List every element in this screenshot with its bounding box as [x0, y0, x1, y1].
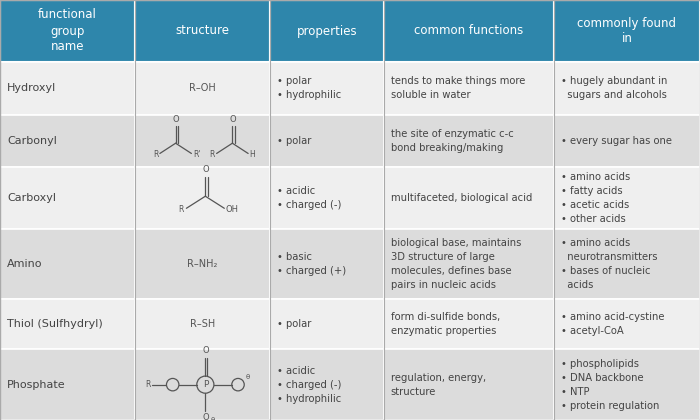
Text: Amino: Amino — [7, 259, 43, 269]
Text: Carbonyl: Carbonyl — [7, 136, 57, 146]
Bar — [0, 229, 135, 299]
Bar — [554, 115, 700, 167]
Bar — [384, 349, 554, 420]
Text: properties: properties — [297, 24, 357, 37]
Text: • amino acid-cystine
• acetyl-CoA: • amino acid-cystine • acetyl-CoA — [561, 312, 664, 336]
Bar — [554, 299, 700, 349]
Bar — [0, 299, 135, 349]
Text: multifaceted, biological acid: multifaceted, biological acid — [391, 193, 532, 203]
Text: • amino acids
• fatty acids
• acetic acids
• other acids: • amino acids • fatty acids • acetic aci… — [561, 172, 630, 224]
Bar — [135, 349, 270, 420]
Text: tends to make things more
soluble in water: tends to make things more soluble in wat… — [391, 76, 525, 100]
Text: R: R — [178, 205, 184, 214]
Text: θ: θ — [211, 417, 215, 420]
Text: Thiol (Sulfhydryl): Thiol (Sulfhydryl) — [7, 319, 103, 329]
Text: R: R — [146, 380, 151, 389]
Text: H: H — [250, 150, 255, 159]
Bar — [0, 62, 135, 115]
Text: form di-sulfide bonds,
enzymatic properties: form di-sulfide bonds, enzymatic propert… — [391, 312, 500, 336]
Bar — [135, 115, 270, 167]
Bar — [135, 229, 270, 299]
Bar — [554, 229, 700, 299]
Text: commonly found
in: commonly found in — [578, 16, 676, 45]
Text: common functions: common functions — [414, 24, 524, 37]
Bar — [0, 115, 135, 167]
Bar — [384, 167, 554, 229]
Bar — [384, 299, 554, 349]
Text: R: R — [209, 150, 215, 159]
Text: • basic
• charged (+): • basic • charged (+) — [277, 252, 346, 276]
Text: • polar
• hydrophilic: • polar • hydrophilic — [277, 76, 342, 100]
Bar — [270, 229, 384, 299]
Bar — [270, 0, 384, 62]
Text: R–OH: R–OH — [189, 83, 216, 93]
Text: biological base, maintains
3D structure of large
molecules, defines base
pairs i: biological base, maintains 3D structure … — [391, 238, 521, 290]
Text: • acidic
• charged (-)
• hydrophilic: • acidic • charged (-) • hydrophilic — [277, 366, 342, 404]
Text: • every sugar has one: • every sugar has one — [561, 136, 672, 146]
Text: R': R' — [193, 150, 200, 159]
Text: θ: θ — [246, 374, 250, 380]
Text: O: O — [229, 115, 236, 123]
Bar — [270, 115, 384, 167]
Bar — [0, 349, 135, 420]
Text: functional
group
name: functional group name — [38, 8, 97, 53]
Bar — [135, 299, 270, 349]
Bar — [554, 62, 700, 115]
Bar — [135, 0, 270, 62]
Bar — [554, 0, 700, 62]
Bar — [0, 0, 135, 62]
Text: O: O — [172, 115, 179, 123]
Bar — [135, 62, 270, 115]
Text: OH: OH — [225, 205, 238, 214]
Text: O: O — [202, 346, 209, 355]
Bar — [554, 349, 700, 420]
Text: R–NH₂: R–NH₂ — [188, 259, 218, 269]
Text: O: O — [202, 413, 209, 420]
Bar — [270, 349, 384, 420]
Bar — [554, 167, 700, 229]
Text: • amino acids
  neurotransmitters
• bases of nucleic
  acids: • amino acids neurotransmitters • bases … — [561, 238, 657, 290]
Bar — [270, 167, 384, 229]
Text: • phospholipids
• DNA backbone
• NTP
• protein regulation: • phospholipids • DNA backbone • NTP • p… — [561, 359, 659, 411]
Bar — [270, 62, 384, 115]
Text: P: P — [203, 380, 208, 389]
Text: Hydroxyl: Hydroxyl — [7, 83, 56, 93]
Text: • hugely abundant in
  sugars and alcohols: • hugely abundant in sugars and alcohols — [561, 76, 667, 100]
Bar — [384, 115, 554, 167]
Bar — [384, 0, 554, 62]
Bar — [384, 62, 554, 115]
Text: R: R — [153, 150, 158, 159]
Bar — [135, 167, 270, 229]
Text: • polar: • polar — [277, 136, 312, 146]
Text: regulation, energy,
structure: regulation, energy, structure — [391, 373, 486, 396]
Text: • acidic
• charged (-): • acidic • charged (-) — [277, 186, 342, 210]
Text: structure: structure — [176, 24, 230, 37]
Text: R–SH: R–SH — [190, 319, 216, 329]
Bar — [0, 167, 135, 229]
Bar — [270, 299, 384, 349]
Text: the site of enzymatic c-c
bond breaking/making: the site of enzymatic c-c bond breaking/… — [391, 129, 513, 153]
Text: O: O — [202, 165, 209, 174]
Bar — [384, 229, 554, 299]
Text: • polar: • polar — [277, 319, 312, 329]
Text: Carboxyl: Carboxyl — [7, 193, 56, 203]
Text: Phosphate: Phosphate — [7, 380, 66, 390]
